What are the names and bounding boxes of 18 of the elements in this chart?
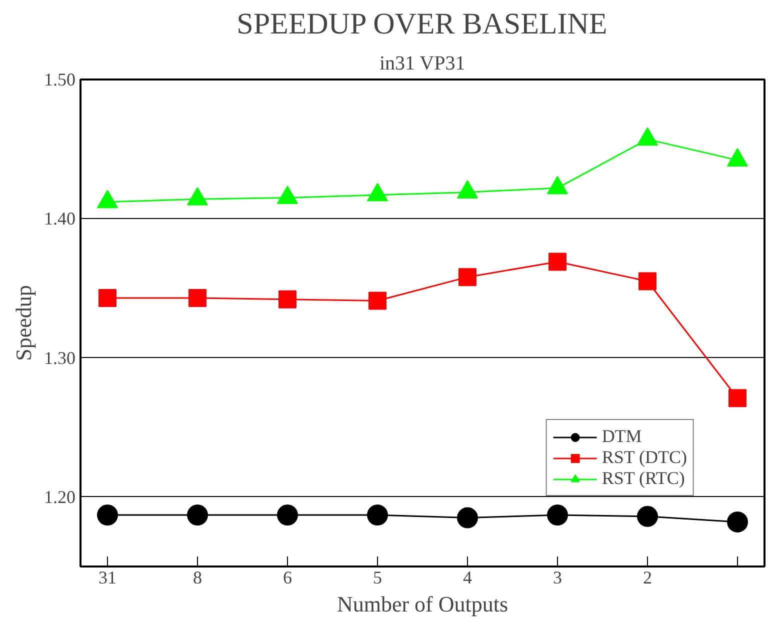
- y-tick-label: 1.40: [44, 208, 76, 229]
- y-tick-label: 1.20: [44, 486, 76, 507]
- chart-subtitle: in31 VP31: [379, 52, 466, 74]
- x-tick-label: 8: [193, 568, 202, 588]
- y-tick-label: 1.30: [44, 348, 76, 368]
- x-tick-label: 3: [553, 568, 562, 588]
- x-axis-title: Number of Outputs: [336, 592, 508, 616]
- x-tick-label: 6: [283, 568, 292, 588]
- chart-title: SPEEDUP OVER BASELINE: [236, 8, 608, 40]
- x-tick-label: 4: [463, 568, 472, 588]
- x-tick-label: 5: [373, 568, 382, 588]
- legend-label: RST (DTC): [602, 447, 687, 468]
- legend-label: DTM: [602, 426, 642, 447]
- y-axis-title: Speedup: [11, 285, 36, 361]
- x-tick-label: 31: [98, 568, 116, 588]
- y-tick-label: 1.50: [44, 70, 76, 90]
- legend-label: RST (RTC): [602, 468, 685, 489]
- x-tick-label: 2: [643, 568, 652, 588]
